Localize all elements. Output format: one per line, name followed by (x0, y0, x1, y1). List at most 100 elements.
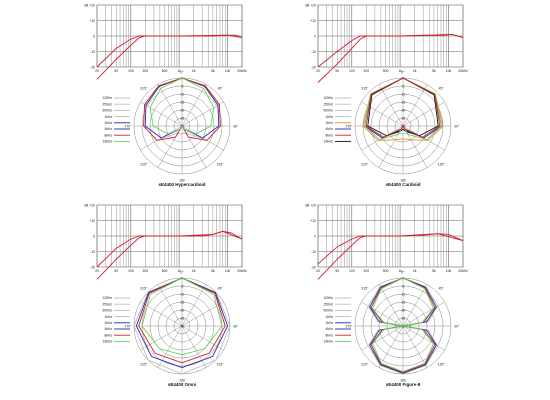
legend-label: 16kHz (103, 340, 113, 344)
polar-spoke (181, 325, 224, 351)
response-ytick-label: -10 (90, 250, 95, 254)
legend-label: 125Hz (323, 296, 333, 300)
polar-curve-3 (138, 277, 183, 364)
polar-angle-label: 270° (124, 325, 132, 329)
response-xtick-label: 500 (162, 269, 168, 273)
polar-curve-5 (402, 77, 441, 138)
legend-label: 4kHz (325, 327, 333, 331)
polar-curve-4 (149, 77, 183, 135)
polar-ring-label: -5 (402, 85, 405, 89)
legend-label: 125Hz (323, 96, 333, 100)
polar-ring-label: -25 (401, 117, 406, 121)
polar-angle-label: 180 (179, 179, 185, 183)
response-curve-2 (317, 33, 464, 83)
polar-angle-label: 135° (438, 363, 446, 367)
polar-curve-4 (371, 277, 404, 373)
legend-label: 250Hz (102, 102, 112, 106)
response-xtick-label: 1k (177, 269, 181, 273)
panel-caption: sE4400 Cardioid (385, 182, 420, 187)
response-xtick-label: 1k (177, 69, 181, 73)
response-ytick-label: +10 (310, 219, 316, 223)
polar-spoke (181, 284, 207, 327)
polar-spoke (378, 84, 404, 127)
polar-spoke (378, 284, 404, 327)
polar-curve-3 (143, 77, 183, 141)
response-xtick-label: 100 (128, 269, 134, 273)
legend-label: 16kHz (324, 140, 334, 144)
response-xtick-label: 50 (114, 269, 118, 273)
legend-label: 1kHz (104, 315, 112, 319)
polar-ring-label: -15 (401, 301, 406, 305)
response-xtick-label: 50 (335, 269, 339, 273)
polar-curve-1 (181, 277, 231, 375)
response-xtick-label: 200 (142, 269, 148, 273)
response-xtick-label: 10k (225, 269, 231, 273)
polar-angle-label: 135° (217, 363, 225, 367)
legend-label: 4kHz (104, 127, 112, 131)
polar-ring-label: -5 (402, 285, 405, 289)
polar-curve-3 (181, 77, 221, 141)
response-ytick-label: dB +20 (305, 204, 316, 208)
response-xtick-label: 200 (363, 269, 369, 273)
polar-ring-label: -20 (401, 309, 406, 313)
response-ytick-label: dB +20 (84, 4, 95, 8)
polar-angle-label: 0° (401, 71, 405, 75)
response-xtick-label: 1k (398, 269, 402, 273)
polar-spoke (181, 101, 224, 127)
polar-ring-label: -20 (180, 109, 185, 113)
response-ytick-label: 0 (93, 35, 95, 39)
polar-ring-label: -10 (401, 293, 406, 297)
response-xtick-label: 1k (398, 69, 402, 73)
response-xtick-label: 2k (413, 269, 417, 273)
response-xtick-label: 2k (413, 69, 417, 73)
response-xtick-label: 20kHz (458, 69, 468, 73)
panel-caption: sE4400 Omni (168, 382, 196, 387)
polar-angle-label: 180 (179, 379, 185, 383)
polar-angle-label: 225° (140, 163, 148, 167)
response-ytick-label: -20 (311, 266, 316, 270)
response-ytick-label: 0 (93, 235, 95, 239)
polar-spoke (402, 284, 428, 327)
panel-caption: sE4400 Hypercardioid (158, 182, 205, 187)
polar-curve-3 (181, 277, 226, 364)
polar-curve-4 (364, 77, 404, 141)
polar-spoke (378, 325, 404, 368)
polar-spoke (140, 101, 183, 127)
legend: 125Hz 250Hz 500Hz 1kHz 2kHz 4kHz 8kHz 16kHz (102, 296, 130, 344)
polar-angle-label: 45° (439, 86, 445, 90)
polar-angle-label: 90° (454, 125, 460, 129)
polar-angle-label: 0° (180, 71, 184, 75)
legend-label: 250Hz (102, 302, 112, 306)
legend-label: 125Hz (102, 296, 112, 300)
polar-curve-4 (402, 77, 442, 141)
legend-label: 500Hz (102, 109, 112, 113)
response-curve-1 (96, 230, 243, 268)
polar-spoke (181, 84, 207, 127)
legend: 125Hz 250Hz 500Hz 1kHz 2kHz 4kHz 8kHz 16kHz (102, 96, 130, 144)
response-xtick-label: 20 (95, 69, 99, 73)
polar-plot: 0-5-10-15-20-25-300°45°90°135°180225°270… (124, 271, 239, 383)
response-xtick-label: 100 (349, 69, 355, 73)
legend-label: 500Hz (102, 309, 112, 313)
legend-label: 500Hz (323, 309, 333, 313)
response-xtick-label: 5k (211, 269, 215, 273)
response-xtick-label: 20kHz (237, 269, 247, 273)
response-ytick-label: -20 (311, 66, 316, 70)
response-xtick-label: 10k (446, 69, 452, 73)
response-xtick-label: 20 (316, 69, 320, 73)
response-xtick-label: 20 (95, 269, 99, 273)
response-ytick-label: +10 (310, 19, 316, 23)
response-curve-2 (96, 230, 243, 280)
polar-angle-label: 0° (401, 271, 405, 275)
panel-caption: sE4400 Figure-8 (386, 382, 421, 387)
legend-label: 8kHz (104, 333, 112, 337)
polar-angle-label: 180 (400, 179, 406, 183)
legend-label: 2kHz (104, 321, 112, 325)
polar-curve-4 (181, 77, 215, 135)
polar-ring-label: -15 (180, 301, 185, 305)
